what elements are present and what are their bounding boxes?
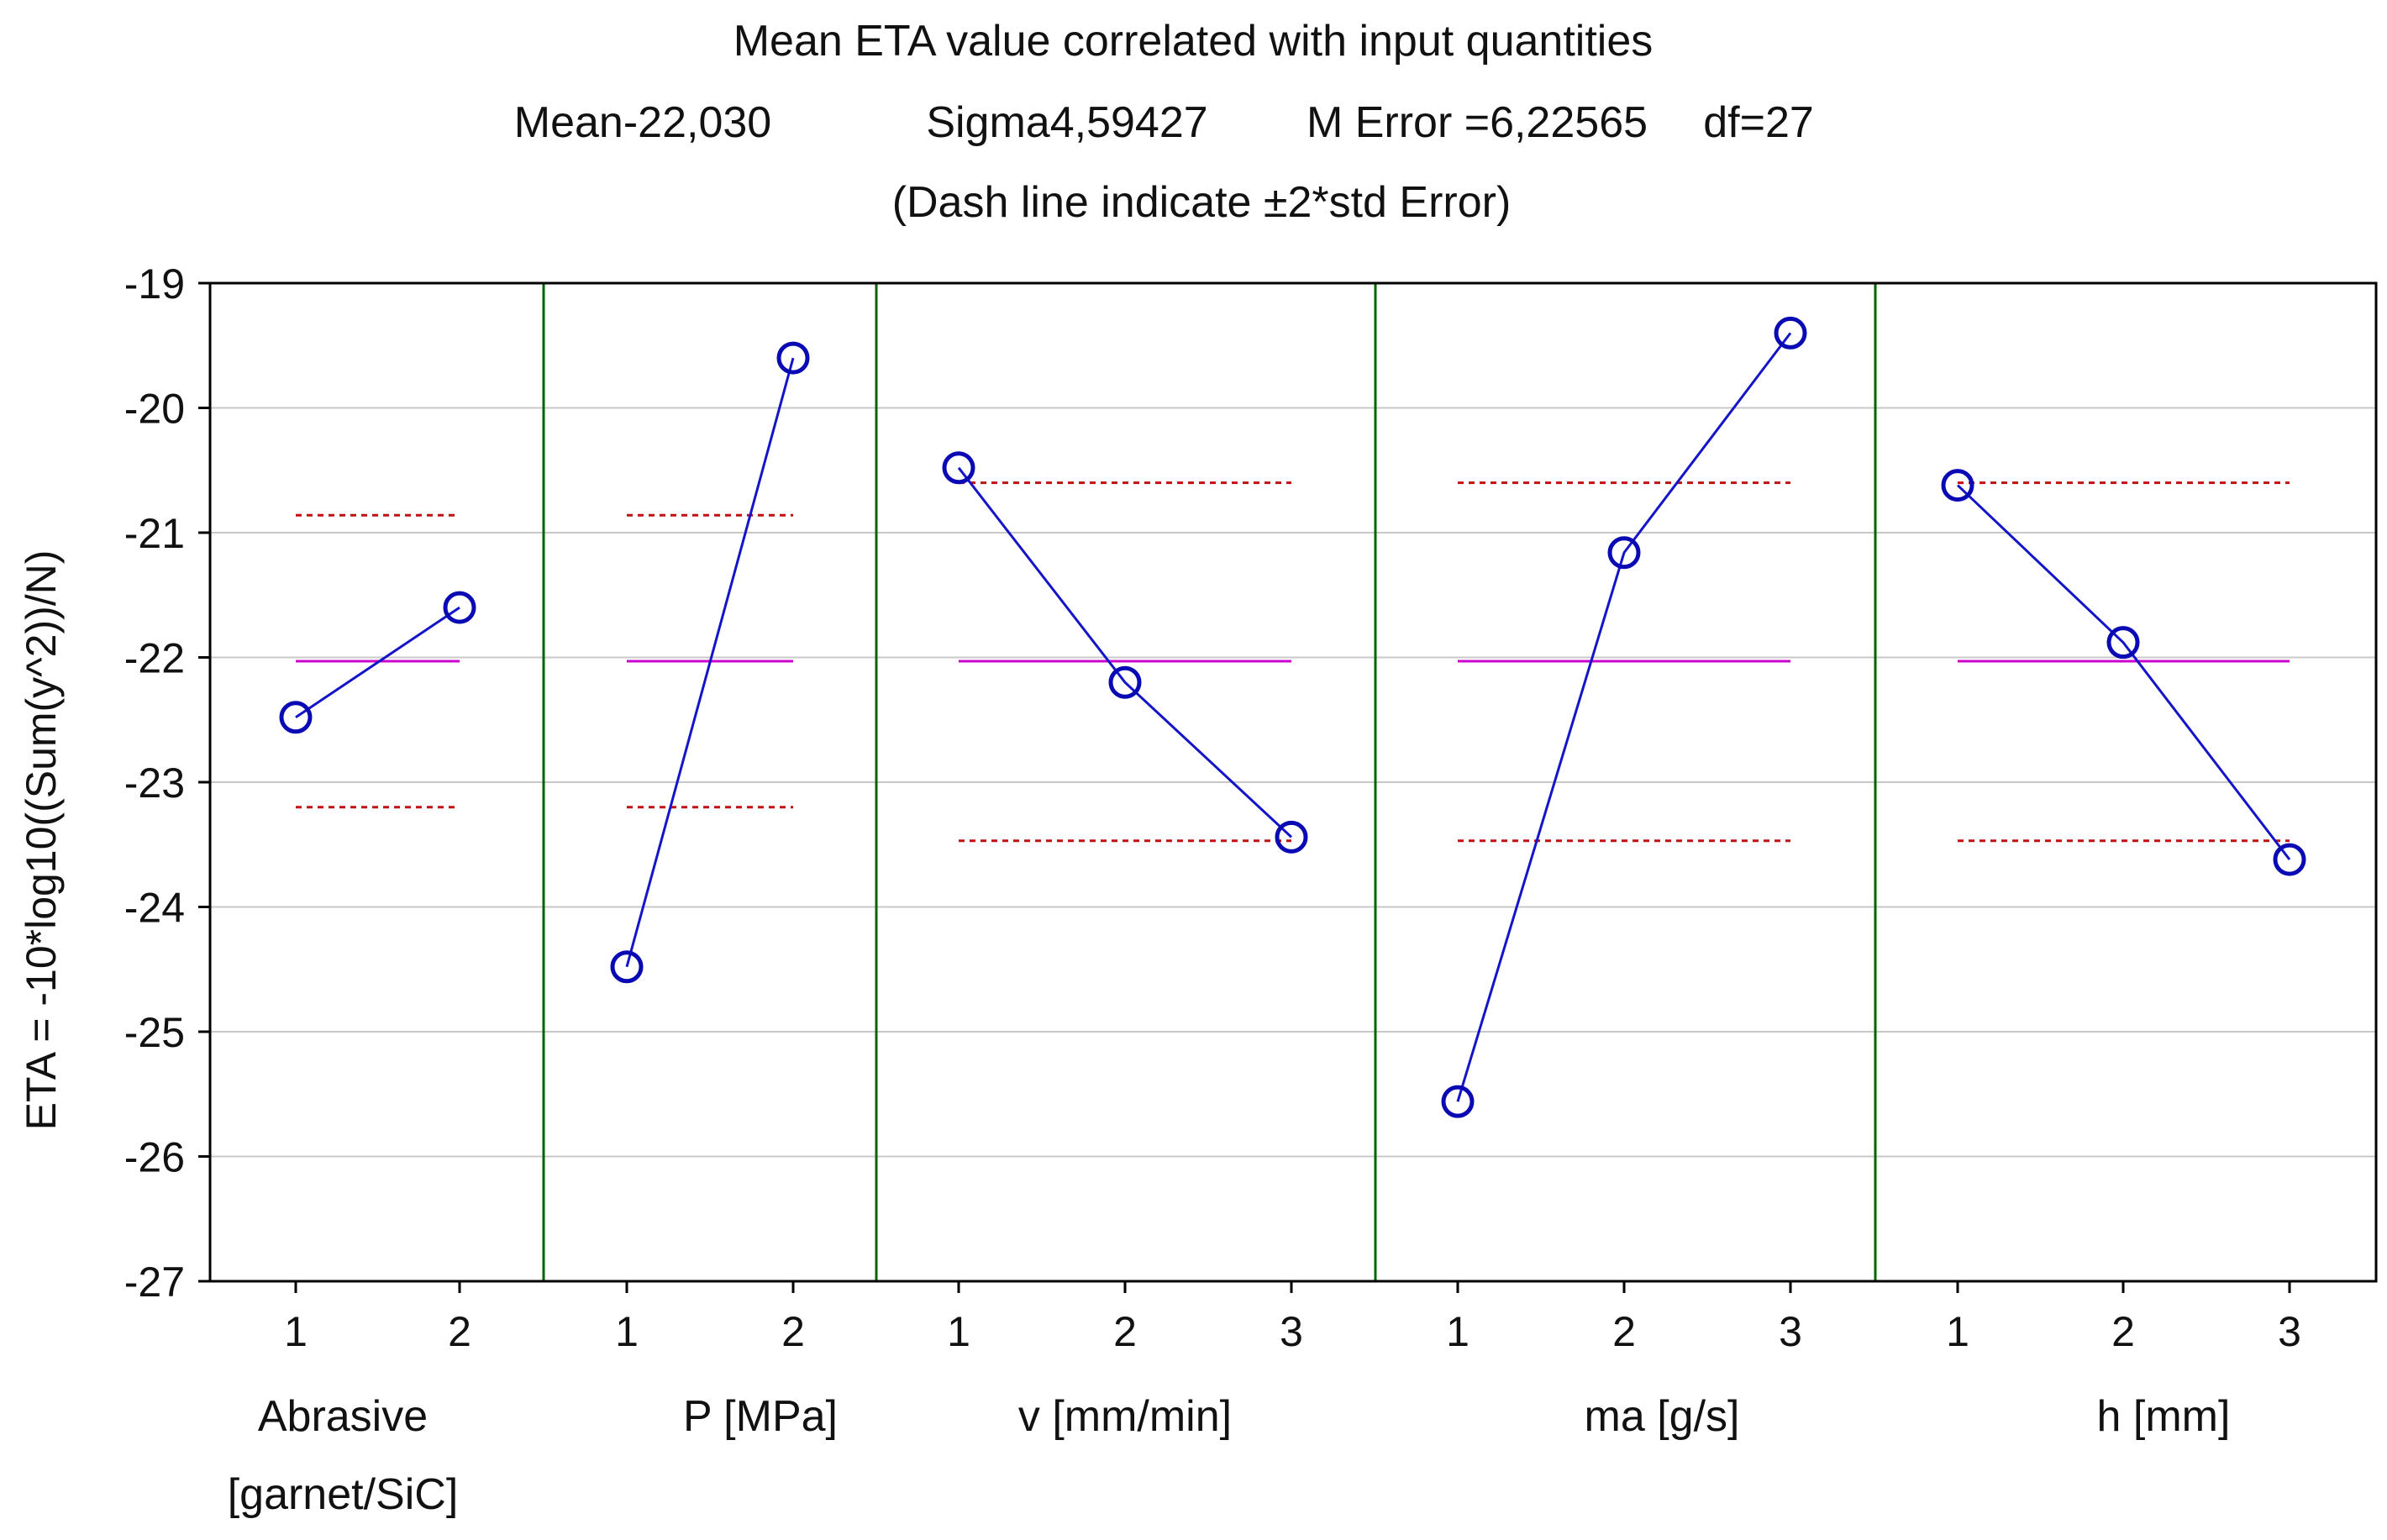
x-tick-label: 1 [615, 1308, 639, 1355]
x-tick-label: 1 [1446, 1308, 1470, 1355]
factor-label: Abrasive [258, 1392, 428, 1441]
y-tick-label: -19 [124, 260, 185, 307]
data-point [1941, 469, 1974, 502]
y-tick-label: -20 [124, 386, 185, 433]
factor-label: v [mm/min] [1018, 1392, 1232, 1441]
x-tick-label: 2 [1612, 1308, 1636, 1355]
x-tick-label: 2 [2111, 1308, 2135, 1355]
factor-label: P [MPa] [683, 1392, 838, 1441]
series-line [957, 466, 1293, 838]
series-line [625, 357, 795, 968]
data-point [776, 341, 810, 375]
y-axis-label: ETA = -10*log10((Sum(y^2))/N) [18, 550, 65, 1131]
chart-title: Mean ETA value correlated with input qua… [733, 17, 1654, 66]
x-tick-label: 2 [781, 1308, 805, 1355]
x-tick-label: 2 [1113, 1308, 1137, 1355]
data-point [1441, 1085, 1475, 1118]
data-point [443, 591, 476, 624]
data-point [279, 701, 313, 734]
data-point [1275, 820, 1308, 854]
factor-label: ma [g/s] [1585, 1392, 1740, 1441]
y-tick-label: -22 [124, 635, 185, 682]
x-tick-label: 1 [947, 1308, 970, 1355]
series-line [295, 606, 460, 719]
plot-frame [208, 281, 2378, 1283]
y-tick-label: -27 [124, 1259, 185, 1306]
subtitle-mean: Mean-22,030 [514, 98, 771, 147]
y-tick-label: -23 [124, 759, 185, 807]
data-point [1607, 536, 1641, 570]
y-tick-label: -21 [124, 510, 185, 557]
series-line [1956, 484, 2291, 860]
y-tick-label: -26 [124, 1134, 185, 1181]
data-point [1108, 665, 1142, 699]
subtitle-df: df=27 [1703, 98, 1814, 147]
data-point [2106, 626, 2140, 660]
data-point [610, 950, 644, 984]
factor-label: h [mm] [2097, 1392, 2231, 1441]
subtitle-sigma: Sigma4,59427 [926, 98, 1207, 147]
chart-note: (Dash line indicate ±2*std Error) [892, 178, 1512, 227]
x-tick-label: 3 [1280, 1308, 1303, 1355]
data-point [2273, 843, 2306, 876]
data-point [942, 451, 975, 485]
plot-area: 1 2 Abrasive [garnet/SiC] 1 2 P [MPa] 1 2 3 v [mm/… [124, 260, 2378, 1519]
y-tick-label: -25 [124, 1009, 185, 1056]
factor-label: [garnet/SiC] [228, 1470, 459, 1519]
subtitle-merror: M Error =6,22565 [1307, 98, 1648, 147]
series-line [1456, 332, 1792, 1102]
x-tick-label: 3 [1779, 1308, 1802, 1355]
y-tick-label: -24 [124, 885, 185, 932]
x-tick-label: 2 [448, 1308, 471, 1355]
x-tick-label: 1 [1946, 1308, 1969, 1355]
data-point [1774, 316, 1807, 350]
x-tick-label: 3 [2278, 1308, 2301, 1355]
x-tick-label: 1 [284, 1308, 308, 1355]
